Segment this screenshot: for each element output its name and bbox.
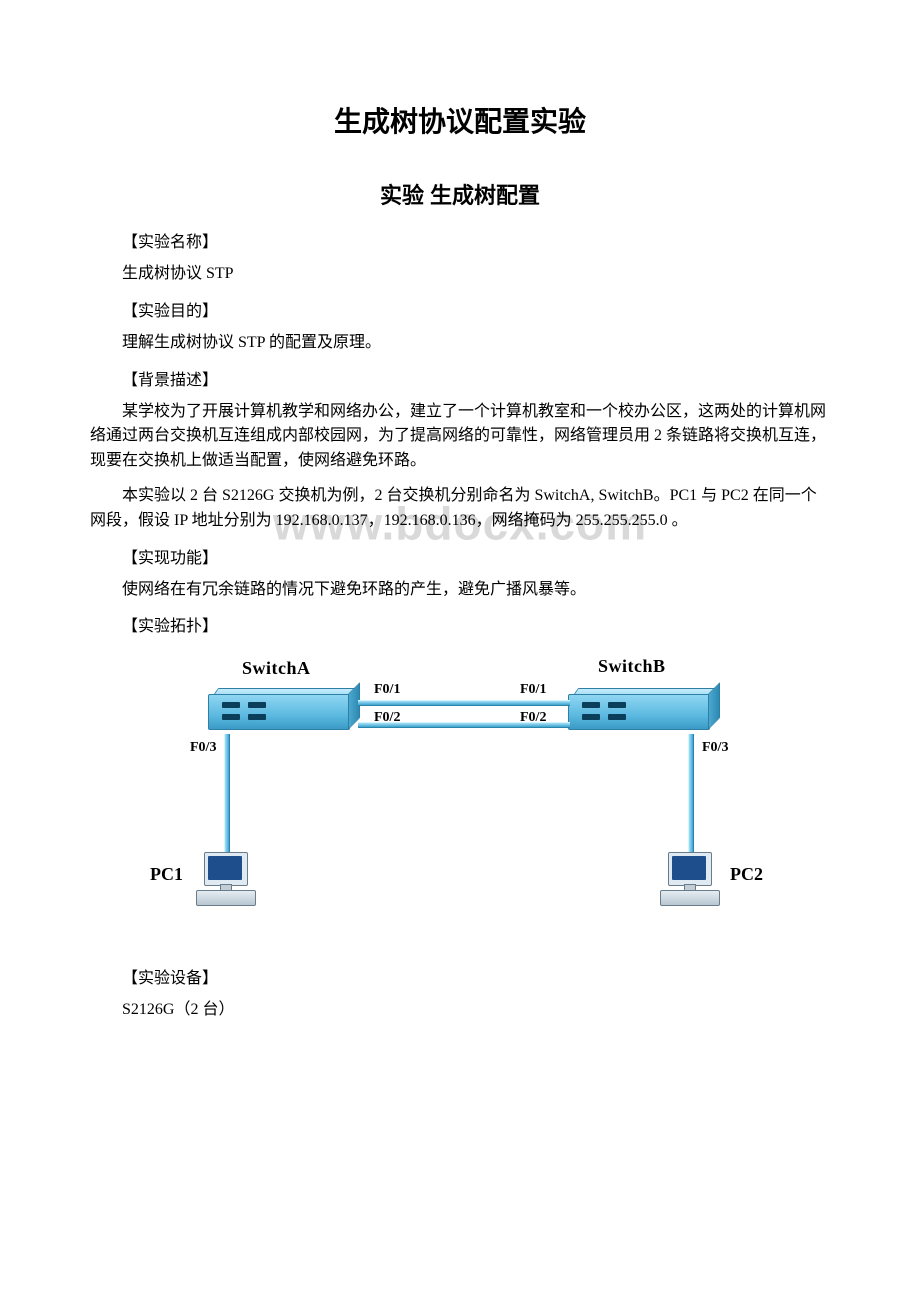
pc1-icon bbox=[196, 852, 256, 908]
background-paragraph-1: 某学校为了开展计算机教学和网络办公，建立了一个计算机教室和一个校办公区，这两处的… bbox=[90, 400, 830, 474]
pc2-label: PC2 bbox=[730, 864, 763, 885]
link-top bbox=[358, 700, 570, 706]
port-label-a-f02: F0/2 bbox=[374, 710, 400, 726]
background-paragraph-2: 本实验以 2 台 S2126G 交换机为例，2 台交换机分别命名为 Switch… bbox=[90, 484, 830, 534]
switch-a-icon bbox=[208, 688, 358, 732]
equipment-value: S2126G（2 台） bbox=[90, 998, 830, 1023]
switch-b-label: SwitchB bbox=[598, 656, 666, 677]
exp-goal-value: 理解生成树协议 STP 的配置及原理。 bbox=[90, 331, 830, 356]
port-label-b-f03: F0/3 bbox=[702, 740, 728, 756]
section-topology-label: 【实验拓扑】 bbox=[90, 612, 830, 636]
port-label-b-f01: F0/1 bbox=[520, 682, 546, 698]
topology-diagram: SwitchA SwitchB F0/1 F0/1 F0/2 bbox=[150, 654, 770, 934]
port-label-a-f01: F0/1 bbox=[374, 682, 400, 698]
section-function-label: 【实现功能】 bbox=[90, 544, 830, 568]
section-exp-name-label: 【实验名称】 bbox=[90, 228, 830, 252]
page-subtitle: 实验 生成树配置 bbox=[90, 178, 830, 210]
pc1-label: PC1 bbox=[150, 864, 183, 885]
section-exp-goal-label: 【实验目的】 bbox=[90, 297, 830, 321]
function-value: 使网络在有冗余链路的情况下避免环路的产生，避免广播风暴等。 bbox=[90, 578, 830, 603]
link-pc1 bbox=[224, 734, 230, 852]
port-label-b-f02: F0/2 bbox=[520, 710, 546, 726]
port-label-a-f03: F0/3 bbox=[190, 740, 216, 756]
pc2-icon bbox=[660, 852, 720, 908]
page-title: 生成树协议配置实验 bbox=[90, 100, 830, 140]
link-pc2 bbox=[688, 734, 694, 852]
section-equipment-label: 【实验设备】 bbox=[90, 964, 830, 988]
switch-a-label: SwitchA bbox=[242, 658, 311, 679]
section-background-label: 【背景描述】 bbox=[90, 366, 830, 390]
exp-name-value: 生成树协议 STP bbox=[90, 262, 830, 287]
switch-b-icon bbox=[568, 688, 718, 732]
